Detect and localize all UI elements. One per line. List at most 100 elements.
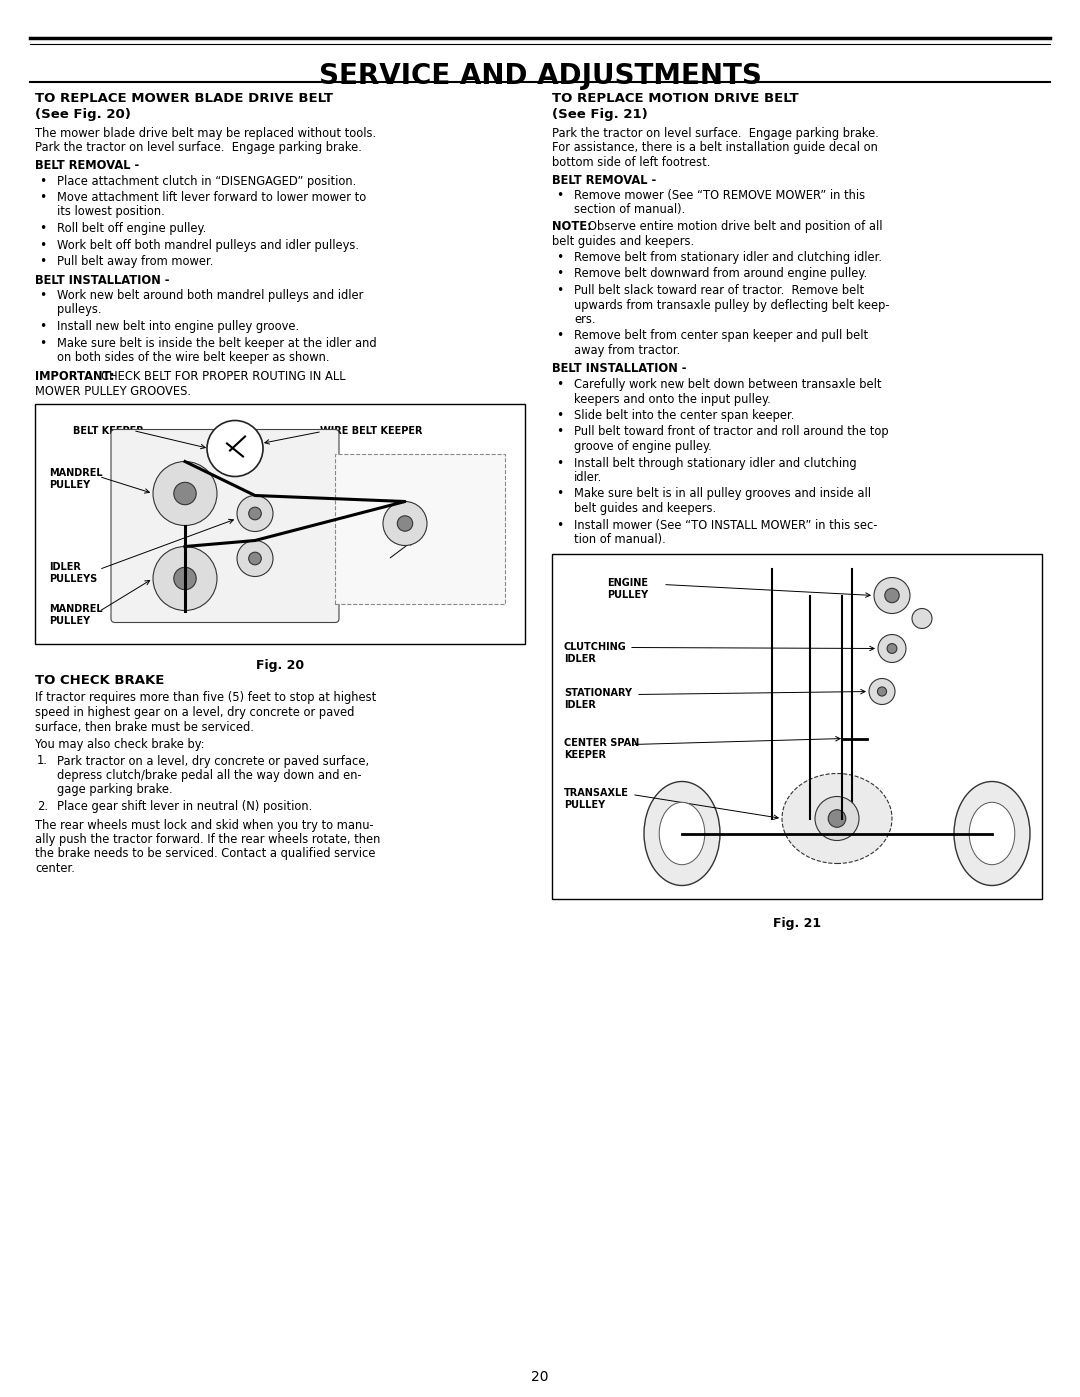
Text: Remove mower (See “TO REMOVE MOWER” in this: Remove mower (See “TO REMOVE MOWER” in t… <box>573 189 865 203</box>
Text: •: • <box>556 330 564 342</box>
Text: pulleys.: pulleys. <box>57 303 102 317</box>
Text: You may also check brake by:: You may also check brake by: <box>35 738 204 752</box>
Text: If tractor requires more than five (5) feet to stop at highest: If tractor requires more than five (5) f… <box>35 692 376 704</box>
Circle shape <box>874 577 910 613</box>
Text: surface, then brake must be serviced.: surface, then brake must be serviced. <box>35 721 254 733</box>
Text: MANDREL: MANDREL <box>49 604 103 613</box>
Text: Roll belt off engine pulley.: Roll belt off engine pulley. <box>57 222 206 235</box>
Text: CHECK BELT FOR PROPER ROUTING IN ALL: CHECK BELT FOR PROPER ROUTING IN ALL <box>102 370 346 384</box>
Text: center.: center. <box>35 862 75 875</box>
Text: belt guides and keepers.: belt guides and keepers. <box>573 502 716 515</box>
Text: away from tractor.: away from tractor. <box>573 344 680 358</box>
Text: upwards from transaxle pulley by deflecting belt keep-: upwards from transaxle pulley by deflect… <box>573 299 890 312</box>
Bar <box>335 454 505 604</box>
Text: For assistance, there is a belt installation guide decal on: For assistance, there is a belt installa… <box>552 141 878 155</box>
FancyBboxPatch shape <box>111 429 339 623</box>
Text: Make sure belt is in all pulley grooves and inside all: Make sure belt is in all pulley grooves … <box>573 488 870 500</box>
Text: IDLER: IDLER <box>564 654 596 664</box>
Circle shape <box>912 609 932 629</box>
Text: •: • <box>39 256 46 268</box>
Text: •: • <box>39 337 46 349</box>
Circle shape <box>815 796 859 841</box>
Text: Place gear shift lever in neutral (N) position.: Place gear shift lever in neutral (N) po… <box>57 800 312 813</box>
Text: CENTER SPAN: CENTER SPAN <box>564 739 639 749</box>
Text: •: • <box>556 457 564 469</box>
Text: Fig. 21: Fig. 21 <box>773 916 821 929</box>
Text: TRANSAXLE: TRANSAXLE <box>564 788 629 799</box>
Circle shape <box>248 507 261 520</box>
Text: 2.: 2. <box>37 800 48 813</box>
Text: ally push the tractor forward. If the rear wheels rotate, then: ally push the tractor forward. If the re… <box>35 833 380 847</box>
Text: speed in highest gear on a level, dry concrete or paved: speed in highest gear on a level, dry co… <box>35 705 354 719</box>
Circle shape <box>828 810 846 827</box>
Text: SERVICE AND ADJUSTMENTS: SERVICE AND ADJUSTMENTS <box>319 61 761 89</box>
Circle shape <box>869 679 895 704</box>
Text: TO REPLACE MOTION DRIVE BELT: TO REPLACE MOTION DRIVE BELT <box>552 92 798 105</box>
Text: CLUTCHING: CLUTCHING <box>564 641 626 651</box>
Text: Install belt through stationary idler and clutching: Install belt through stationary idler an… <box>573 457 856 469</box>
Text: Work belt off both mandrel pulleys and idler pulleys.: Work belt off both mandrel pulleys and i… <box>57 239 359 251</box>
Text: belt guides and keepers.: belt guides and keepers. <box>552 235 694 247</box>
Text: BELT REMOVAL -: BELT REMOVAL - <box>35 159 139 172</box>
Text: Pull belt toward front of tractor and roll around the top: Pull belt toward front of tractor and ro… <box>573 426 889 439</box>
Text: Work new belt around both mandrel pulleys and idler: Work new belt around both mandrel pulley… <box>57 289 363 302</box>
Text: IMPORTANT:: IMPORTANT: <box>35 370 114 384</box>
Circle shape <box>153 461 217 525</box>
Text: NOTE:: NOTE: <box>552 219 592 233</box>
Text: •: • <box>556 488 564 500</box>
Text: The rear wheels must lock and skid when you try to manu-: The rear wheels must lock and skid when … <box>35 819 374 831</box>
Text: •: • <box>39 320 46 332</box>
Circle shape <box>237 541 273 577</box>
Text: Park the tractor on level surface.  Engage parking brake.: Park the tractor on level surface. Engag… <box>552 127 879 140</box>
Text: Park tractor on a level, dry concrete or paved surface,: Park tractor on a level, dry concrete or… <box>57 754 369 767</box>
Text: STATIONARY: STATIONARY <box>564 689 632 698</box>
Bar <box>35 404 525 644</box>
Bar <box>552 553 1042 898</box>
Text: •: • <box>556 189 564 203</box>
Circle shape <box>878 634 906 662</box>
Text: BELT INSTALLATION -: BELT INSTALLATION - <box>35 274 170 286</box>
Ellipse shape <box>782 774 892 863</box>
Circle shape <box>248 552 261 564</box>
Text: •: • <box>39 239 46 251</box>
Text: Observe entire motion drive belt and position of all: Observe entire motion drive belt and pos… <box>588 219 882 233</box>
Text: TO CHECK BRAKE: TO CHECK BRAKE <box>35 673 164 686</box>
Text: section of manual).: section of manual). <box>573 204 685 217</box>
Text: BELT REMOVAL -: BELT REMOVAL - <box>552 173 657 187</box>
Text: Carefully work new belt down between transaxle belt: Carefully work new belt down between tra… <box>573 379 881 391</box>
Text: BELT KEEPER: BELT KEEPER <box>73 426 144 436</box>
Text: ENGINE: ENGINE <box>390 552 431 562</box>
Circle shape <box>397 515 413 531</box>
Text: Pull belt away from mower.: Pull belt away from mower. <box>57 256 214 268</box>
Circle shape <box>237 496 273 531</box>
Text: 1.: 1. <box>37 754 48 767</box>
Text: Park the tractor on level surface.  Engage parking brake.: Park the tractor on level surface. Engag… <box>35 141 362 155</box>
Circle shape <box>877 687 887 696</box>
Text: •: • <box>556 426 564 439</box>
Text: its lowest position.: its lowest position. <box>57 205 165 218</box>
Circle shape <box>887 644 896 654</box>
Circle shape <box>174 482 197 504</box>
Text: Remove belt downward from around engine pulley.: Remove belt downward from around engine … <box>573 267 867 281</box>
Text: Install new belt into engine pulley groove.: Install new belt into engine pulley groo… <box>57 320 299 332</box>
Text: ers.: ers. <box>573 313 595 326</box>
Text: 20: 20 <box>531 1370 549 1384</box>
Circle shape <box>383 502 427 545</box>
Text: keepers and onto the input pulley.: keepers and onto the input pulley. <box>573 393 771 405</box>
Text: idler.: idler. <box>573 471 603 483</box>
Text: on both sides of the wire belt keeper as shown.: on both sides of the wire belt keeper as… <box>57 351 329 365</box>
Circle shape <box>207 420 264 476</box>
Ellipse shape <box>954 781 1030 886</box>
Text: The mower blade drive belt may be replaced without tools.: The mower blade drive belt may be replac… <box>35 127 376 140</box>
Text: depress clutch/brake pedal all the way down and en-: depress clutch/brake pedal all the way d… <box>57 768 362 782</box>
Text: IDLER: IDLER <box>49 562 81 571</box>
Circle shape <box>174 567 197 590</box>
Text: PULLEY: PULLEY <box>607 591 648 601</box>
Text: MOWER PULLEY GROOVES.: MOWER PULLEY GROOVES. <box>35 386 191 398</box>
Text: Pull belt slack toward rear of tractor.  Remove belt: Pull belt slack toward rear of tractor. … <box>573 284 864 298</box>
Text: Remove belt from stationary idler and clutching idler.: Remove belt from stationary idler and cl… <box>573 251 882 264</box>
Text: groove of engine pulley.: groove of engine pulley. <box>573 440 712 453</box>
Text: Remove belt from center span keeper and pull belt: Remove belt from center span keeper and … <box>573 330 868 342</box>
Text: •: • <box>556 379 564 391</box>
Text: (See Fig. 20): (See Fig. 20) <box>35 108 131 122</box>
